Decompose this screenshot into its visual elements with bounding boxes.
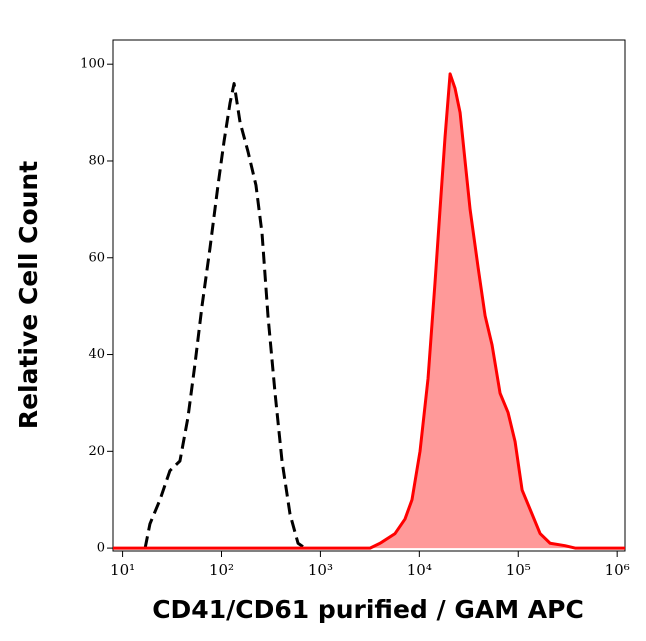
y-tick-label: 80 [88,153,105,168]
x-tick-label: 10¹ [110,561,135,579]
x-tick-label: 10² [209,561,234,579]
histogram-line [143,82,306,550]
histogram-line [113,72,625,550]
plot-frame [112,39,626,552]
x-tick-label: 10⁶ [605,561,630,579]
y-tick-label: 100 [80,57,105,72]
y-tick-label: 40 [88,347,105,362]
y-tick-label: 60 [88,250,105,265]
y-axis-label: Relative Cell Count [14,161,43,429]
x-axis-label: CD41/CD61 purified / GAM APC [152,595,584,624]
y-tick-label: 20 [88,444,105,459]
x-tick-label: 10⁴ [407,561,432,579]
x-tick-label: 10⁵ [506,561,531,579]
y-tick-label: 0 [97,541,105,556]
histogram-area [113,73,625,549]
x-tick-label: 10³ [308,561,333,579]
